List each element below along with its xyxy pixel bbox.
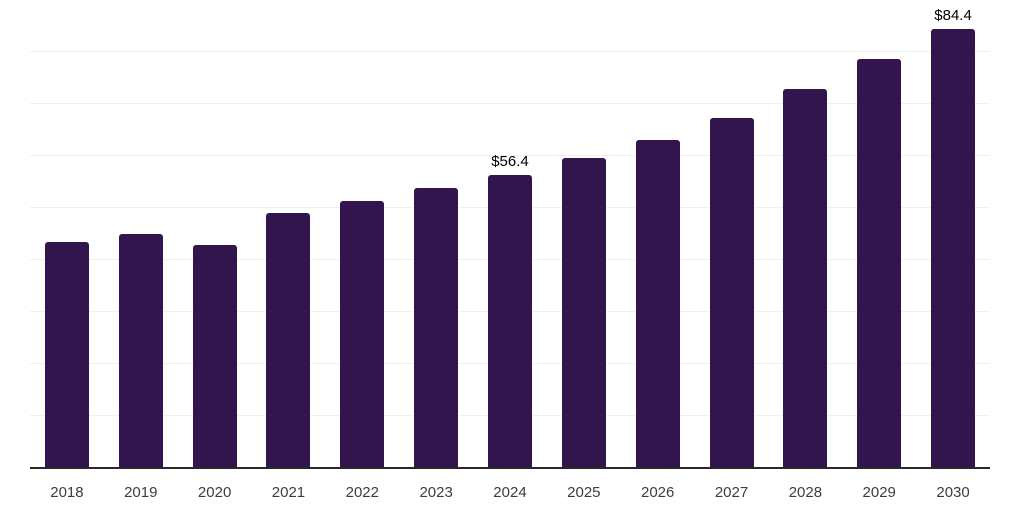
bar-2029 (857, 59, 902, 468)
x-tick-2025: 2025 (567, 484, 601, 501)
gridline (30, 51, 990, 52)
gridline (30, 103, 990, 104)
x-tick-2026: 2026 (641, 484, 675, 501)
bar-2022 (340, 200, 385, 468)
bar-2018 (44, 242, 89, 468)
x-tick-2018: 2018 (50, 484, 84, 501)
bar-2023 (414, 188, 459, 468)
x-tick-2019: 2019 (124, 484, 158, 501)
bar-2025 (561, 158, 606, 468)
bar-2020 (192, 244, 237, 468)
x-tick-2022: 2022 (345, 484, 379, 501)
plot-area: $56.4 $84.4 (30, 0, 990, 469)
bar-2030 (931, 29, 976, 468)
x-tick-2028: 2028 (788, 484, 823, 501)
bar-2026 (635, 140, 680, 468)
x-axis-line (30, 467, 990, 469)
x-tick-2023: 2023 (419, 484, 453, 501)
bar-2019 (118, 234, 163, 468)
x-tick-2029: 2029 (862, 484, 896, 501)
x-tick-2024: 2024 (493, 484, 527, 501)
data-label-2024: $56.4 (491, 152, 529, 170)
bar-2024 (488, 174, 532, 468)
bar-2028 (783, 88, 828, 468)
bar-2027 (709, 117, 754, 468)
x-tick-2020: 2020 (197, 484, 232, 501)
x-tick-2021: 2021 (271, 484, 306, 501)
x-tick-2030: 2030 (936, 484, 970, 501)
bar-2021 (266, 213, 311, 468)
gridline (30, 155, 990, 156)
data-label-2030: $84.4 (934, 7, 972, 25)
x-tick-2027: 2027 (714, 484, 749, 501)
